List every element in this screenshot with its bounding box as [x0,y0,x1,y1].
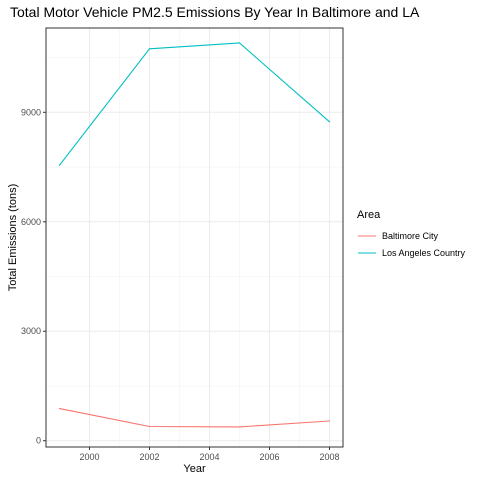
data-point [58,408,61,410]
series-line-1 [59,408,330,428]
plot-panel [46,28,343,447]
data-point [148,48,151,50]
data-point [148,425,151,428]
x-tick-label: 2002 [139,452,159,462]
data-point [238,426,241,428]
data-point [58,164,61,166]
data-point [328,121,331,123]
y-tick-label: 6000 [21,217,41,227]
legend-label: Baltimore City [382,231,439,241]
panel-border [45,27,344,448]
x-tick-label: 2008 [319,452,339,462]
x-axis-title: Year [183,463,206,475]
y-tick-label: 9000 [21,107,41,117]
y-axis-title: Total Emissions (tons) [7,184,19,292]
series-line-2 [59,42,330,166]
grid [46,28,343,447]
legend: Baltimore City Los Angeles Country [358,231,466,258]
y-tick-label: 0 [36,436,41,446]
series-lines [58,42,331,428]
y-tick-label: 3000 [21,326,41,336]
data-point [238,42,241,44]
x-tick-label: 2004 [199,452,219,462]
data-point [328,420,331,422]
x-tick-label: 2000 [79,452,99,462]
x-axis: 2000 2002 2004 2006 2008 [79,447,340,462]
y-axis: 0 3000 6000 9000 [21,107,46,446]
legend-label: Los Angeles Country [382,248,466,258]
x-tick-label: 2006 [259,452,279,462]
legend-title: Area [357,209,381,221]
chart-title: Total Motor Vehicle PM2.5 Emissions By Y… [10,4,420,20]
